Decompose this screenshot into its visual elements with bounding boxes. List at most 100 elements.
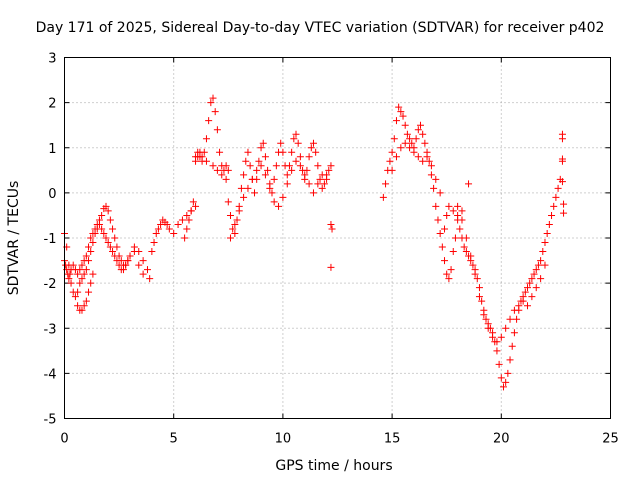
data-point: [438, 243, 446, 251]
data-point: [469, 261, 477, 269]
data-point: [181, 234, 189, 242]
data-point: [493, 338, 501, 346]
data-point: [135, 261, 143, 269]
data-point: [240, 193, 248, 201]
data-point: [467, 252, 475, 260]
data-point: [495, 360, 503, 368]
data-point: [497, 333, 505, 341]
x-axis-label: GPS time / hours: [275, 458, 392, 474]
data-point: [401, 121, 409, 129]
data-point: [111, 234, 119, 242]
data-point: [397, 108, 405, 116]
data-point: [202, 135, 210, 143]
x-tick-label: 15: [384, 432, 401, 447]
data-point: [480, 311, 488, 319]
data-point: [554, 184, 562, 192]
data-point: [419, 157, 427, 165]
data-point: [106, 243, 114, 251]
data-point: [209, 162, 217, 170]
data-point: [207, 99, 215, 107]
y-tick-label: -4: [44, 367, 57, 382]
data-point: [414, 126, 422, 134]
data-point: [550, 202, 558, 210]
data-point: [532, 284, 540, 292]
data-point: [270, 175, 278, 183]
data-point: [257, 144, 265, 152]
data-point: [98, 225, 106, 233]
data-point: [288, 148, 296, 156]
data-point: [510, 306, 518, 314]
data-point: [157, 220, 165, 228]
data-point: [89, 270, 97, 278]
data-point: [87, 279, 95, 287]
data-point: [294, 139, 302, 147]
data-point: [82, 266, 90, 274]
data-point: [119, 266, 127, 274]
data-point: [456, 225, 464, 233]
data-point: [530, 270, 538, 278]
data-point: [251, 189, 259, 197]
data-point: [165, 225, 173, 233]
data-point: [244, 148, 252, 156]
data-point: [240, 171, 248, 179]
data-point: [74, 302, 82, 310]
data-point: [279, 193, 287, 201]
data-point: [229, 225, 237, 233]
y-tick-label: 1: [48, 142, 56, 157]
data-point: [419, 130, 427, 138]
data-point: [104, 207, 112, 215]
data-point: [558, 178, 566, 186]
data-point: [257, 162, 265, 170]
data-point: [475, 284, 483, 292]
data-point: [493, 347, 501, 355]
data-point: [277, 139, 285, 147]
data-point: [85, 288, 93, 296]
data-point: [202, 157, 210, 165]
data-point: [443, 270, 451, 278]
data-point: [222, 162, 230, 170]
data-point: [95, 220, 103, 228]
data-point: [537, 257, 545, 265]
data-point: [102, 234, 110, 242]
data-point: [454, 211, 462, 219]
data-point: [80, 302, 88, 310]
y-axis-label: SDTVAR / TECUs: [6, 181, 22, 296]
data-point: [270, 198, 278, 206]
data-point: [502, 378, 510, 386]
data-point: [328, 225, 336, 233]
data-point: [560, 209, 568, 217]
data-point: [537, 275, 545, 283]
data-point: [318, 171, 326, 179]
data-point: [458, 207, 466, 215]
data-point: [412, 135, 420, 143]
grid: [64, 57, 611, 419]
data-point: [279, 148, 287, 156]
y-tick-label: -3: [44, 322, 57, 337]
data-point: [314, 162, 322, 170]
data-point: [264, 166, 272, 174]
x-tick-label: 20: [493, 432, 510, 447]
data-point: [475, 293, 483, 301]
data-point: [401, 139, 409, 147]
data-point: [504, 369, 512, 377]
data-point: [106, 216, 114, 224]
data-point: [91, 229, 99, 237]
data-point: [170, 229, 178, 237]
data-point: [148, 248, 156, 256]
data-point: [152, 229, 160, 237]
data-point: [246, 162, 254, 170]
data-point: [185, 216, 193, 224]
x-tick-label: 5: [170, 432, 178, 447]
data-point: [541, 261, 549, 269]
data-point: [443, 211, 451, 219]
data-point: [309, 139, 317, 147]
data-point: [292, 157, 300, 165]
data-point: [449, 207, 457, 215]
data-point: [316, 175, 324, 183]
data-point: [406, 135, 414, 143]
data-point: [392, 117, 400, 125]
x-axis: 0 5 10 15 20 25: [60, 57, 619, 447]
data-point: [226, 234, 234, 242]
data-point: [174, 220, 182, 228]
